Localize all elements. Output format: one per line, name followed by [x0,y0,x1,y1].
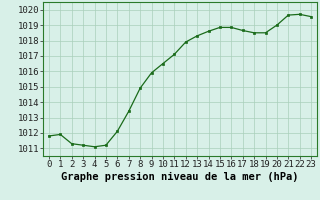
X-axis label: Graphe pression niveau de la mer (hPa): Graphe pression niveau de la mer (hPa) [61,172,299,182]
